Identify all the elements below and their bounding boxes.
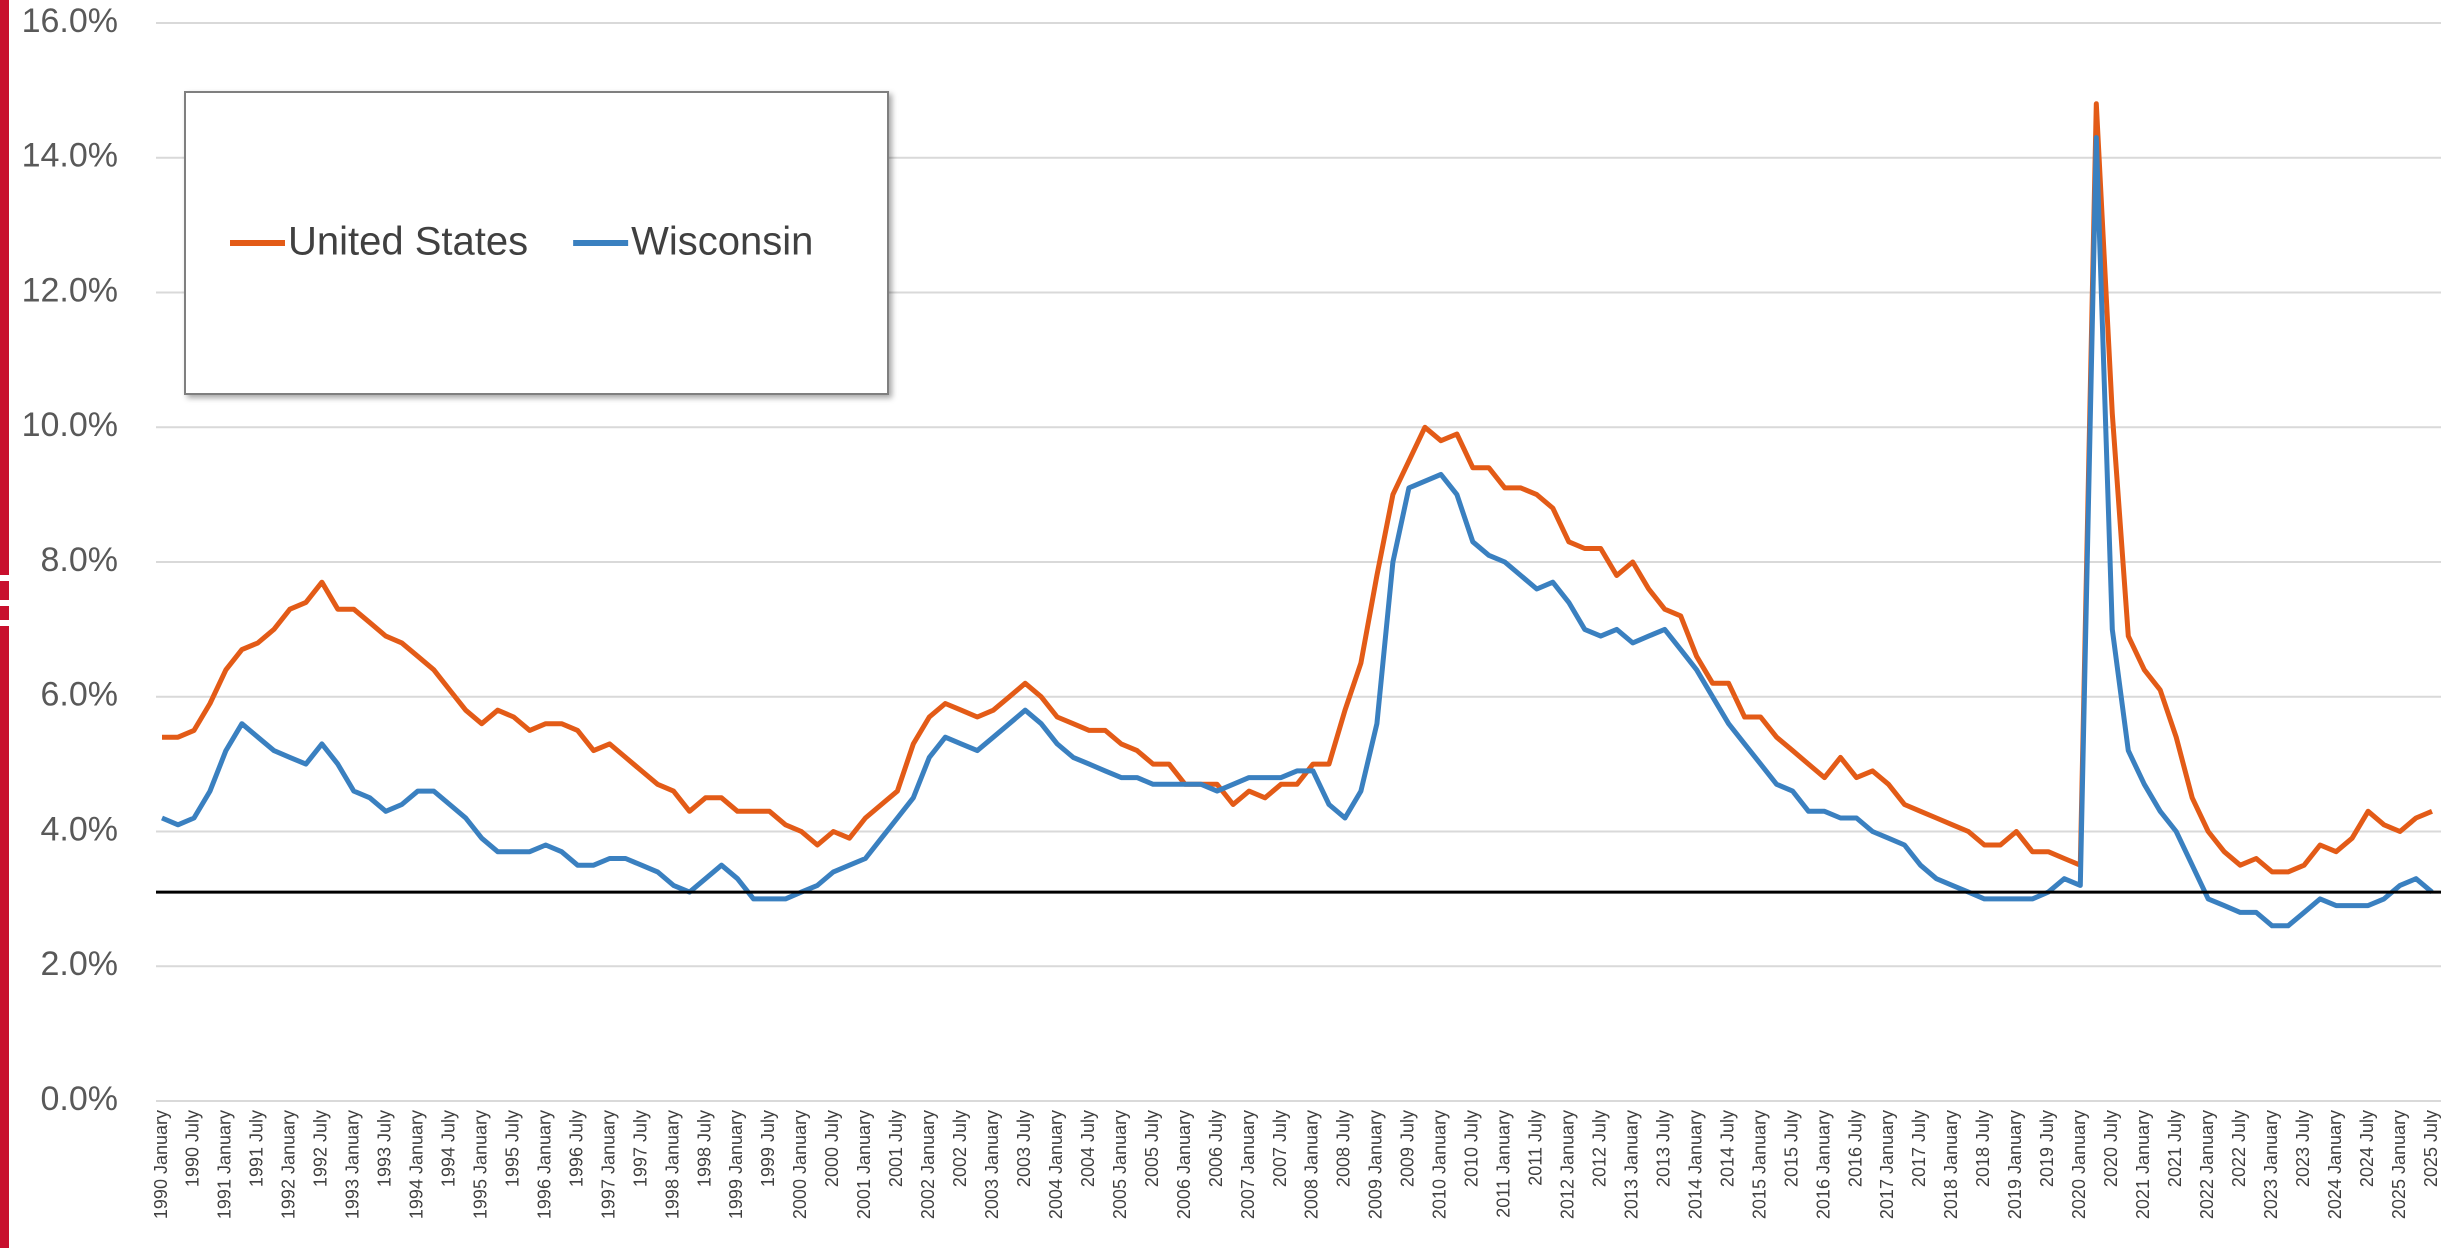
x-tick-label: 1998 January xyxy=(662,1110,682,1219)
x-tick-label: 2002 January xyxy=(918,1110,938,1219)
x-tick-label: 1999 January xyxy=(726,1110,746,1219)
y-tick-label: 12.0% xyxy=(22,271,118,309)
x-tick-label: 2008 July xyxy=(1334,1110,1354,1187)
x-tick-label: 2018 January xyxy=(1941,1110,1961,1219)
x-tick-label: 2019 July xyxy=(2037,1110,2057,1187)
x-tick-label: 2025 January xyxy=(2389,1110,2409,1219)
x-tick-label: 2000 July xyxy=(822,1110,842,1187)
x-tick-label: 2020 July xyxy=(2101,1110,2121,1187)
y-tick-label: 8.0% xyxy=(41,541,119,579)
x-tick-label: 2014 January xyxy=(1685,1110,1705,1219)
x-tick-label: 2016 January xyxy=(1813,1110,1833,1219)
y-tick-label: 0.0% xyxy=(41,1080,119,1118)
x-tick-label: 1990 July xyxy=(183,1110,203,1187)
x-tick-label: 1991 July xyxy=(247,1110,267,1187)
x-tick-label: 2010 July xyxy=(1462,1110,1482,1187)
x-tick-label: 2015 January xyxy=(1749,1110,1769,1219)
x-tick-label: 2022 July xyxy=(2229,1110,2249,1187)
x-tick-label: 2003 January xyxy=(982,1110,1002,1219)
y-tick-label: 2.0% xyxy=(41,945,119,983)
legend: United States Wisconsin xyxy=(184,91,889,395)
x-tick-label: 1992 July xyxy=(311,1110,331,1187)
x-tick-label: 1997 January xyxy=(598,1110,618,1219)
x-tick-label: 2015 July xyxy=(1781,1110,1801,1187)
x-tick-label: 1995 July xyxy=(502,1110,522,1187)
series-line xyxy=(162,101,2433,875)
x-tick-label: 2020 January xyxy=(2069,1110,2089,1219)
side-strip-mark xyxy=(0,620,9,626)
x-tick-label: 1997 July xyxy=(630,1110,650,1187)
x-tick-label: 2005 January xyxy=(1110,1110,1130,1219)
x-tick-label: 1998 July xyxy=(694,1110,714,1187)
legend-label: Wisconsin xyxy=(631,220,813,264)
x-tick-label: 2005 July xyxy=(1142,1110,1162,1187)
series-line xyxy=(161,135,2434,929)
x-tick-label: 1992 January xyxy=(279,1110,299,1219)
x-tick-label: 1995 January xyxy=(470,1110,490,1219)
x-tick-label: 2011 January xyxy=(1494,1110,1514,1218)
x-tick-label: 2011 July xyxy=(1526,1110,1546,1186)
x-tick-label: 2006 July xyxy=(1206,1110,1226,1187)
side-strip-mark xyxy=(0,600,9,606)
x-tick-label: 2013 January xyxy=(1621,1110,1641,1219)
x-tick-label: 2009 July xyxy=(1398,1110,1418,1187)
x-tick-label: 1994 January xyxy=(407,1110,427,1219)
x-tick-label: 2012 July xyxy=(1589,1110,1609,1187)
x-tick-label: 2019 January xyxy=(2005,1110,2025,1219)
x-tick-label: 2025 July xyxy=(2421,1110,2441,1187)
x-tick-label: 2013 July xyxy=(1653,1110,1673,1187)
x-tick-label: 2023 January xyxy=(2261,1110,2281,1219)
x-tick-label: 2007 July xyxy=(1270,1110,1290,1187)
x-tick-label: 2009 January xyxy=(1366,1110,1386,1219)
x-tick-label: 1993 January xyxy=(343,1110,363,1219)
x-tick-label: 2018 July xyxy=(1973,1110,1993,1187)
x-tick-label: 2002 July xyxy=(950,1110,970,1187)
y-tick-label: 6.0% xyxy=(41,676,119,714)
x-tick-label: 2012 January xyxy=(1558,1110,1578,1219)
x-tick-label: 2001 January xyxy=(854,1110,874,1219)
x-tick-label: 2006 January xyxy=(1174,1110,1194,1219)
y-tick-label: 16.0% xyxy=(22,2,118,40)
y-tick-label: 4.0% xyxy=(41,810,119,848)
x-tick-label: 2024 January xyxy=(2325,1110,2345,1219)
x-tick-label: 2008 January xyxy=(1302,1110,1322,1219)
y-tick-label: 10.0% xyxy=(22,406,118,444)
x-tick-label: 2010 January xyxy=(1430,1110,1450,1219)
legend-label: United States xyxy=(288,220,528,264)
x-tick-label: 2023 July xyxy=(2293,1110,2313,1187)
x-tick-label: 1993 July xyxy=(375,1110,395,1187)
x-tick-label: 1991 January xyxy=(215,1110,235,1219)
side-strip-mark xyxy=(0,575,9,581)
x-tick-label: 1999 July xyxy=(758,1110,778,1187)
x-tick-label: 2024 July xyxy=(2357,1110,2377,1187)
x-tick-label: 2000 January xyxy=(790,1110,810,1219)
y-tick-label: 14.0% xyxy=(22,137,118,175)
x-tick-label: 1994 July xyxy=(438,1110,458,1187)
x-tick-label: 2021 January xyxy=(2133,1110,2153,1219)
x-tick-label: 2017 July xyxy=(1909,1110,1929,1187)
x-tick-label: 2007 January xyxy=(1238,1110,1258,1219)
x-tick-label: 2001 July xyxy=(886,1110,906,1187)
x-tick-label: 2004 January xyxy=(1046,1110,1066,1219)
x-tick-label: 1990 January xyxy=(151,1110,171,1219)
x-tick-label: 2014 July xyxy=(1717,1110,1737,1187)
x-tick-label: 2016 July xyxy=(1845,1110,1865,1187)
x-tick-label: 1996 July xyxy=(566,1110,586,1187)
x-tick-label: 1996 January xyxy=(534,1110,554,1219)
x-tick-label: 2004 July xyxy=(1078,1110,1098,1187)
x-tick-label: 2022 January xyxy=(2197,1110,2217,1219)
legend-box xyxy=(184,91,889,395)
x-tick-label: 2017 January xyxy=(1877,1110,1897,1219)
x-tick-label: 2021 July xyxy=(2165,1110,2185,1187)
x-tick-label: 2003 July xyxy=(1014,1110,1034,1187)
